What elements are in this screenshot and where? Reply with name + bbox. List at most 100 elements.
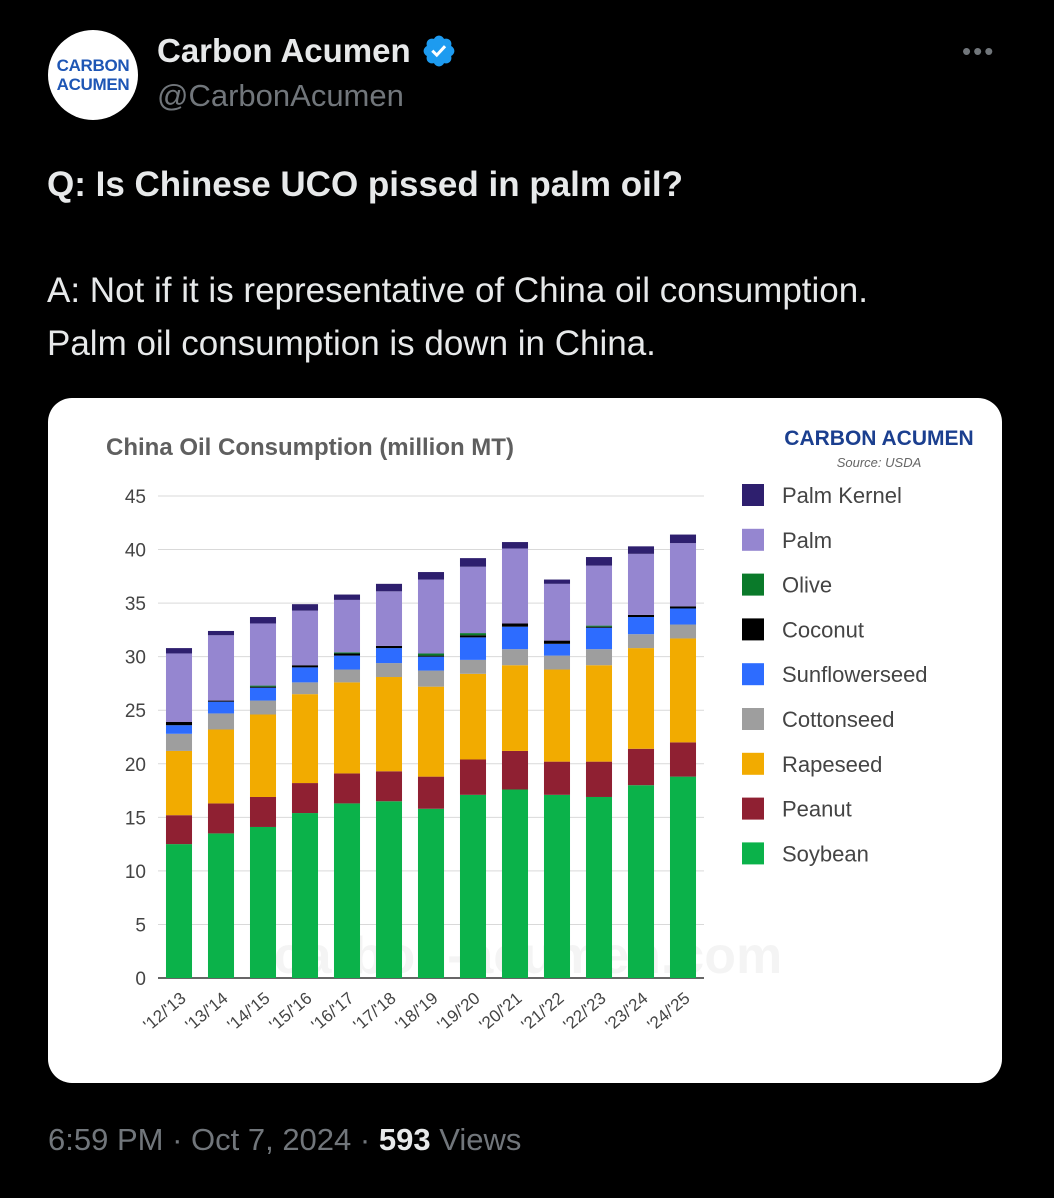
bar-segment-palm-kernel	[333, 594, 361, 600]
bar-segment-coconut	[333, 653, 361, 656]
legend-label: Sunflowerseed	[782, 662, 928, 687]
bar-segment-palm	[627, 553, 655, 615]
x-tick-label: '24/'25	[644, 989, 694, 1035]
bar-segment-coconut	[501, 623, 529, 627]
bar-segment-palm-kernel	[585, 557, 613, 566]
bar-segment-palm	[501, 548, 529, 624]
y-tick-label: 35	[125, 594, 146, 615]
bar-segment-palm	[333, 599, 361, 653]
bar-segment-palm-kernel	[207, 630, 235, 636]
bar-segment-sunflowerseed	[249, 687, 277, 701]
bar-segment-peanut	[165, 815, 193, 845]
legend-label: Peanut	[782, 797, 852, 822]
bar-segment-olive	[333, 652, 361, 654]
y-tick-label: 25	[125, 701, 146, 722]
y-tick-label: 0	[135, 969, 146, 990]
bar-segment-coconut	[669, 606, 697, 609]
meta-separator: ·	[172, 1122, 192, 1157]
y-tick-label: 30	[125, 648, 146, 669]
author-name[interactable]: Carbon Acumen	[157, 32, 457, 70]
x-tick-label: '19/'20	[434, 989, 484, 1035]
y-tick-label: 10	[125, 862, 146, 883]
bar-segment-palm	[543, 583, 571, 641]
bar-segment-olive	[585, 625, 613, 627]
x-tick-label: '21/'22	[518, 989, 568, 1035]
bar-segment-soybean	[501, 789, 529, 978]
chart-source: Source: USDA	[837, 455, 922, 470]
bar-segment-peanut	[459, 759, 487, 795]
bar-segment-rapeseed	[249, 714, 277, 797]
more-dots-icon[interactable]: •••	[962, 36, 996, 66]
y-tick-label: 40	[125, 541, 146, 562]
bar-segment-rapeseed	[627, 648, 655, 749]
views-count: 593	[378, 1122, 431, 1157]
legend-swatch	[742, 708, 764, 730]
y-tick-label: 15	[125, 808, 146, 829]
bar-segment-cottonseed	[669, 624, 697, 639]
bar-segment-palm	[417, 579, 445, 654]
bar-segment-sunflowerseed	[207, 701, 235, 714]
bar-segment-sunflowerseed	[501, 626, 529, 650]
bar-segment-cottonseed	[165, 733, 193, 751]
bar-segment-peanut	[207, 803, 235, 834]
legend-label: Cottonseed	[782, 707, 895, 732]
tweet-answer-line2: Palm oil consumption is down in China.	[47, 324, 656, 363]
bar-segment-coconut	[459, 635, 487, 638]
x-tick-label: '17/'18	[350, 989, 400, 1035]
bar-segment-palm	[165, 653, 193, 723]
tweet-date[interactable]: Oct 7, 2024	[191, 1122, 352, 1157]
author-handle[interactable]: @CarbonAcumen	[157, 78, 404, 113]
bar-segment-rapeseed	[291, 694, 319, 784]
legend-swatch	[742, 797, 764, 820]
bar-segment-sunflowerseed	[165, 725, 193, 734]
bar-segment-palm-kernel	[249, 617, 277, 624]
views-label: Views	[439, 1122, 522, 1157]
bar-segment-sunflowerseed	[669, 608, 697, 625]
tweet-time[interactable]: 6:59 PM	[48, 1122, 164, 1157]
bar-segment-cottonseed	[459, 659, 487, 674]
bar-segment-coconut	[585, 626, 613, 628]
bar-segment-coconut	[417, 655, 445, 657]
bar-segment-soybean	[669, 776, 697, 978]
bar-segment-coconut	[543, 640, 571, 644]
chart-image-card[interactable]: carbon-acumen.com China Oil Consumption …	[48, 398, 1002, 1083]
bar-segment-palm-kernel	[501, 542, 529, 549]
bar-segment-sunflowerseed	[333, 655, 361, 670]
bar-segment-soybean	[543, 794, 571, 978]
bar-segment-rapeseed	[375, 677, 403, 772]
verified-badge-icon	[423, 35, 455, 67]
bar-segment-rapeseed	[669, 638, 697, 743]
bar-segment-palm-kernel	[291, 604, 319, 611]
bar-segment-palm-kernel	[375, 583, 403, 592]
x-tick-label: '22/'23	[560, 989, 610, 1035]
bar-segment-soybean	[333, 803, 361, 978]
bar-segment-rapeseed	[501, 665, 529, 751]
bar-segment-peanut	[585, 761, 613, 797]
bar-segment-sunflowerseed	[417, 656, 445, 671]
bar-segment-soybean	[417, 808, 445, 978]
bar-segment-sunflowerseed	[585, 627, 613, 650]
bar-segment-peanut	[333, 773, 361, 804]
legend-swatch	[742, 663, 764, 686]
author-name-text: Carbon Acumen	[157, 32, 411, 69]
bar-segment-rapeseed	[165, 750, 193, 816]
bar-segment-peanut	[669, 742, 697, 777]
x-tick-label: '15/'16	[266, 989, 316, 1035]
bar-segment-cottonseed	[417, 670, 445, 687]
legend-label: Palm	[782, 528, 832, 553]
bar-segment-coconut	[249, 686, 277, 688]
bar-segment-palm-kernel	[165, 648, 193, 654]
tweet-meta: 6:59 PM · Oct 7, 2024 · 593 Views	[48, 1122, 521, 1158]
x-tick-label: '14/'15	[224, 989, 274, 1035]
bar-segment-cottonseed	[249, 700, 277, 715]
bar-segment-soybean	[249, 826, 277, 978]
bar-segment-palm-kernel	[669, 534, 697, 544]
bar-segment-palm-kernel	[417, 572, 445, 580]
bar-segment-palm	[375, 591, 403, 646]
bar-segment-peanut	[291, 783, 319, 814]
meta-separator: ·	[359, 1122, 379, 1157]
bar-segment-olive	[417, 653, 445, 656]
avatar[interactable]: CARBON ACUMEN	[48, 30, 138, 120]
bar-segment-palm	[585, 565, 613, 626]
bar-segment-soybean	[165, 844, 193, 978]
